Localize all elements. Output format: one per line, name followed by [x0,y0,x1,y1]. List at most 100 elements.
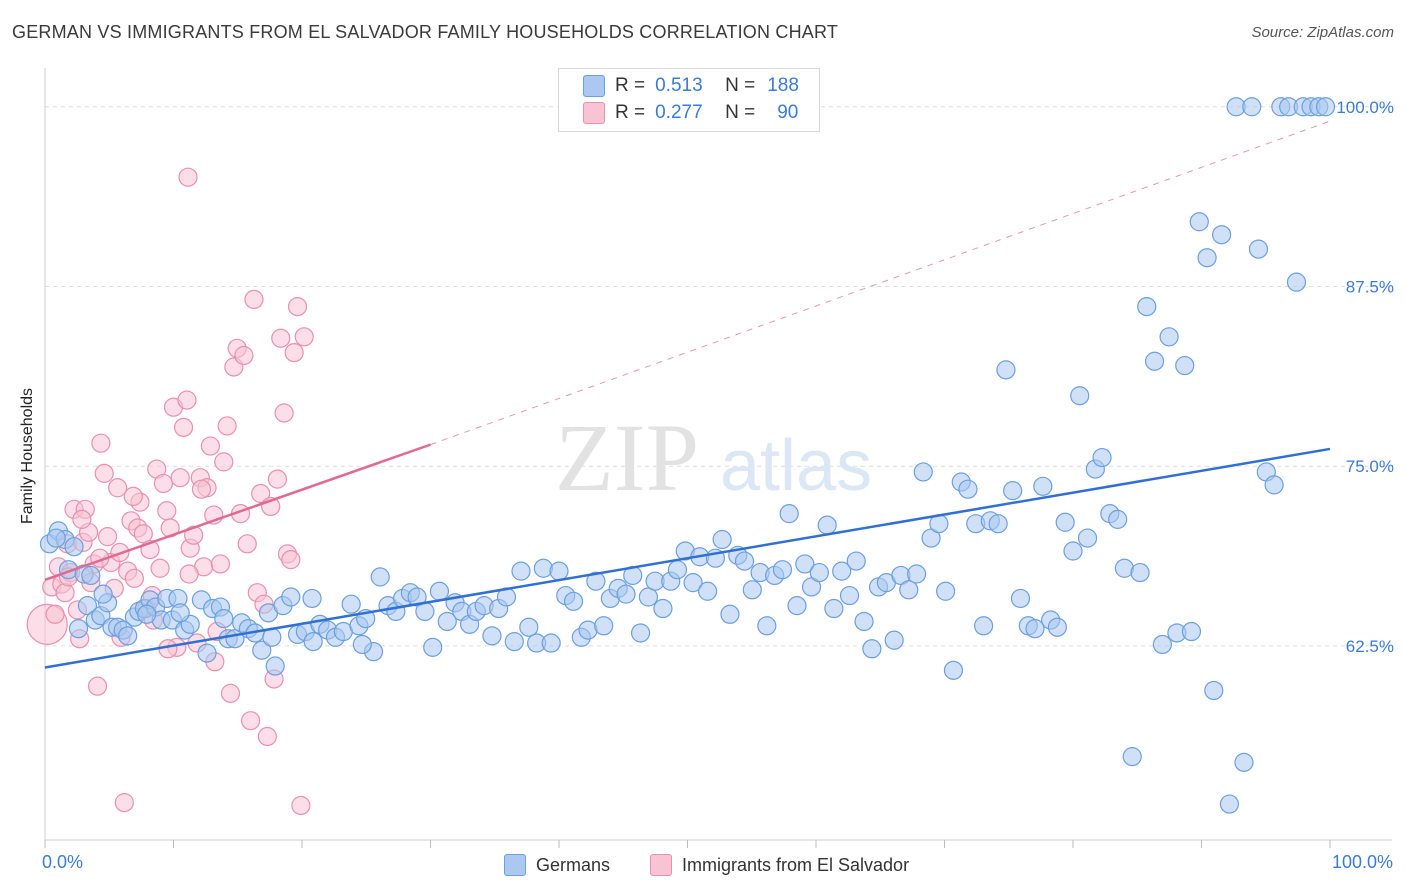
german-point [996,360,1016,380]
german-point [519,617,539,637]
elsal-legend-label: Immigrants from El Salvador [682,854,910,875]
german-point [549,561,569,581]
elsal-point [220,683,241,703]
elsal-trend-line [44,443,431,581]
germans-swatch [583,75,605,97]
german-point [757,616,777,636]
elsal-point [178,167,198,187]
y-tick-labels: 62.5% 75.0% 87.5% 100.0% [1336,98,1394,656]
german-point [1264,475,1284,495]
stats-legend: R = 0.513 N = 188 R = 0.277 N = 90 [558,68,820,132]
chart-title: GERMAN VS IMMIGRANTS FROM EL SALVADOR FA… [12,22,839,42]
y-tick-label: 100.0% [1336,98,1394,117]
german-point [899,580,919,600]
elsal-point [97,527,118,547]
german-point [1175,355,1195,376]
german-point [906,564,927,584]
series-legend: Germans Immigrants from El Salvador [0,850,1406,880]
legend-item-germans: Germans [504,854,610,876]
german-point [1189,212,1209,232]
german-point [197,643,217,663]
german-point [779,504,799,524]
german-point [1242,97,1262,117]
german-point [1070,386,1090,406]
elsal-point [267,469,288,489]
german-point [137,604,157,624]
german-point [214,608,234,629]
german-point [586,571,606,591]
german-point [594,616,614,636]
germans-legend-label: Germans [536,854,611,875]
elsal-legend-swatch [650,854,672,876]
german-point [1122,747,1142,767]
elsal-point [214,452,234,472]
legend-item-elsal: Immigrants from El Salvador [650,854,909,876]
german-point [720,604,740,624]
german-point [772,560,793,580]
elsal-point [200,436,220,456]
german-point [1248,239,1269,259]
elsal-point [55,583,75,603]
germans-n-value: 188 [767,75,799,96]
german-point [1197,248,1217,268]
german-point [252,640,272,660]
german-point [683,573,703,593]
elsal-point [244,289,264,310]
elsal-point [294,327,314,347]
r-label: R = [615,102,646,123]
n-label: N = [725,75,756,96]
r-label: R = [615,75,646,96]
german-point [533,558,553,578]
german-point [1055,512,1075,532]
german-point [936,581,956,601]
german-point [563,591,584,611]
german-point [370,567,390,587]
y-tick-label: 62.5% [1346,637,1394,656]
elsal-series [26,167,314,816]
german-point [429,581,450,601]
germans-r-value: 0.513 [655,75,703,96]
elsal-point [237,534,257,554]
elsal-point [257,726,277,747]
german-point [1234,752,1254,772]
german-point [1092,447,1112,468]
german-point [630,623,651,643]
german-point [809,562,829,583]
legend-row-elsal: R = 0.277 N = 90 [583,100,798,126]
watermark-zip: ZIP [555,404,699,511]
german-point [504,631,524,652]
elsal-point [241,711,261,731]
german-point [303,631,323,652]
german-point [1010,588,1031,609]
german-point [854,611,874,632]
german-point [1063,541,1083,561]
german-point [68,619,89,639]
german-point [1047,617,1067,637]
elsal-point [191,479,212,499]
german-point [824,598,844,619]
elsal-point [281,550,301,570]
watermark: ZIP atlas [555,404,872,511]
axes [44,68,1392,848]
german-point [988,514,1008,534]
elsal-swatch [583,102,605,124]
elsal-point [284,343,304,363]
german-point [81,565,101,586]
german-point [1003,481,1023,501]
elsal-point [234,345,254,366]
elsal-point [287,297,308,317]
german-point [1137,297,1157,317]
german-point [281,587,301,607]
german-point [653,598,673,619]
y-tick-label: 75.0% [1346,457,1394,476]
german-point [1181,621,1202,642]
german-point [352,634,372,655]
elsal-point [123,486,143,506]
german-point [884,630,904,650]
elsal-trend-extension [430,120,1331,446]
german-point [1212,225,1232,245]
german-point [734,551,755,571]
german-point [667,560,688,580]
elsal-point [94,463,114,483]
german-point [1219,794,1240,814]
